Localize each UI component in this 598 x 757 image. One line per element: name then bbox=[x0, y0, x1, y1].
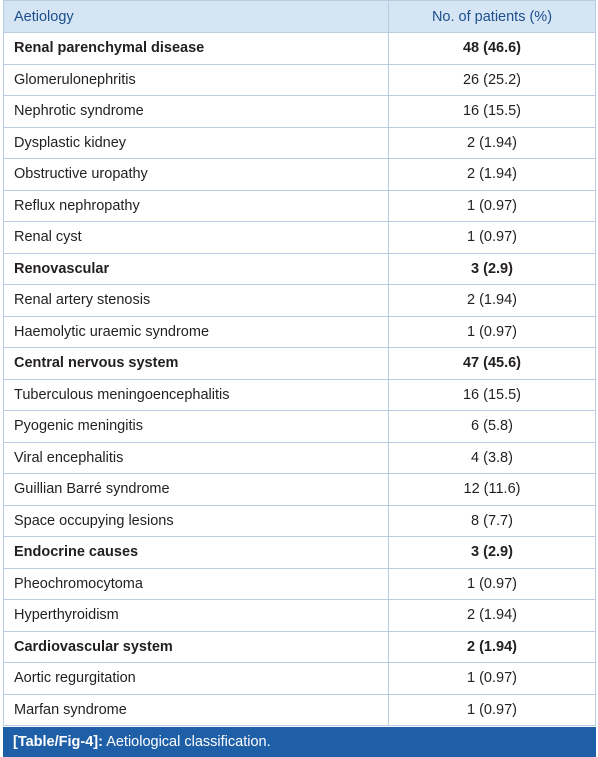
aetiology-cell: Guillian Barré syndrome bbox=[3, 473, 389, 506]
item-row: Tuberculous meningoencephalitis 16 (15.5) bbox=[3, 378, 596, 411]
item-row: Pyogenic meningitis 6 (5.8) bbox=[3, 410, 596, 443]
item-row: Guillian Barré syndrome 12 (11.6) bbox=[3, 473, 596, 506]
table-wrap: Aetiology No. of patients (%) Renal pare… bbox=[3, 0, 596, 726]
aetiology-cell: Aortic regurgitation bbox=[3, 662, 389, 695]
count-cell: 47 (45.6) bbox=[388, 347, 596, 380]
item-row: Aortic regurgitation 1 (0.97) bbox=[3, 662, 596, 695]
item-row: Marfan syndrome 1 (0.97) bbox=[3, 693, 596, 726]
aetiology-cell: Pyogenic meningitis bbox=[3, 410, 389, 443]
item-row: Viral encephalitis 4 (3.8) bbox=[3, 441, 596, 474]
count-cell: 1 (0.97) bbox=[388, 189, 596, 222]
aetiology-cell: Nephrotic syndrome bbox=[3, 95, 389, 128]
count-cell: 1 (0.97) bbox=[388, 567, 596, 600]
count-cell: 8 (7.7) bbox=[388, 504, 596, 537]
aetiology-cell: Central nervous system bbox=[3, 347, 389, 380]
header-row: Aetiology No. of patients (%) bbox=[3, 0, 596, 33]
count-cell: 2 (1.94) bbox=[388, 630, 596, 663]
header-cell: Aetiology bbox=[3, 0, 389, 33]
count-cell: 2 (1.94) bbox=[388, 126, 596, 159]
group-row: Renovascular 3 (2.9) bbox=[3, 252, 596, 285]
item-row: Hyperthyroidism 2 (1.94) bbox=[3, 599, 596, 632]
count-cell: 1 (0.97) bbox=[388, 315, 596, 348]
group-row: Central nervous system 47 (45.6) bbox=[3, 347, 596, 380]
count-cell: 2 (1.94) bbox=[388, 284, 596, 317]
item-row: Haemolytic uraemic syndrome 1 (0.97) bbox=[3, 315, 596, 348]
aetiology-cell: Obstructive uropathy bbox=[3, 158, 389, 191]
group-row: Cardiovascular system 2 (1.94) bbox=[3, 630, 596, 663]
table-body: Renal parenchymal disease 48 (46.6) Glomer… bbox=[3, 32, 596, 726]
aetiology-cell: Dysplastic kidney bbox=[3, 126, 389, 159]
item-row: Pheochromocytoma 1 (0.97) bbox=[3, 567, 596, 600]
aetiology-cell: Pheochromocytoma bbox=[3, 567, 389, 600]
count-cell: 6 (5.8) bbox=[388, 410, 596, 443]
aetiology-cell: Reflux nephropathy bbox=[3, 189, 389, 222]
item-row: Renal artery stenosis 2 (1.94) bbox=[3, 284, 596, 317]
aetiology-cell: Viral encephalitis bbox=[3, 441, 389, 474]
count-cell: 16 (15.5) bbox=[388, 95, 596, 128]
aetiology-cell: Renal artery stenosis bbox=[3, 284, 389, 317]
aetiology-cell: Cardiovascular system bbox=[3, 630, 389, 663]
aetiology-cell: Space occupying lesions bbox=[3, 504, 389, 537]
caption-label: [Table/Fig-4]: bbox=[13, 734, 103, 750]
caption-text: Aetiological classification. bbox=[106, 734, 271, 750]
aetiology-cell: Renovascular bbox=[3, 252, 389, 285]
aetiology-cell: Renal parenchymal disease bbox=[3, 32, 389, 65]
group-row: Renal parenchymal disease 48 (46.6) bbox=[3, 32, 596, 65]
aetiology-cell: Glomerulonephritis bbox=[3, 63, 389, 96]
count-cell: 26 (25.2) bbox=[388, 63, 596, 96]
item-row: Dysplastic kidney 2 (1.94) bbox=[3, 126, 596, 159]
header-cell: No. of patients (%) bbox=[388, 0, 596, 33]
count-cell: 1 (0.97) bbox=[388, 662, 596, 695]
item-row: Nephrotic syndrome 16 (15.5) bbox=[3, 95, 596, 128]
count-cell: 1 (0.97) bbox=[388, 693, 596, 726]
count-cell: 3 (2.9) bbox=[388, 252, 596, 285]
count-cell: 48 (46.6) bbox=[388, 32, 596, 65]
count-cell: 16 (15.5) bbox=[388, 378, 596, 411]
group-row: Endocrine causes 3 (2.9) bbox=[3, 536, 596, 569]
item-row: Obstructive uropathy 2 (1.94) bbox=[3, 158, 596, 191]
item-row: Glomerulonephritis 26 (25.2) bbox=[3, 63, 596, 96]
aetiology-cell: Renal cyst bbox=[3, 221, 389, 254]
count-cell: 3 (2.9) bbox=[388, 536, 596, 569]
aetiology-cell: Tuberculous meningoencephalitis bbox=[3, 378, 389, 411]
caption: [Table/Fig-4]: Aetiological classificati… bbox=[3, 727, 596, 757]
item-row: Reflux nephropathy 1 (0.97) bbox=[3, 189, 596, 222]
count-cell: 2 (1.94) bbox=[388, 158, 596, 191]
count-cell: 4 (3.8) bbox=[388, 441, 596, 474]
item-row: Space occupying lesions 8 (7.7) bbox=[3, 504, 596, 537]
count-cell: 12 (11.6) bbox=[388, 473, 596, 506]
table: Aetiology No. of patients (%) Renal pare… bbox=[3, 0, 596, 726]
count-cell: 2 (1.94) bbox=[388, 599, 596, 632]
aetiology-cell: Marfan syndrome bbox=[3, 693, 389, 726]
aetiology-cell: Haemolytic uraemic syndrome bbox=[3, 315, 389, 348]
aetiology-cell: Endocrine causes bbox=[3, 536, 389, 569]
item-row: Renal cyst 1 (0.97) bbox=[3, 221, 596, 254]
aetiology-cell: Hyperthyroidism bbox=[3, 599, 389, 632]
count-cell: 1 (0.97) bbox=[388, 221, 596, 254]
